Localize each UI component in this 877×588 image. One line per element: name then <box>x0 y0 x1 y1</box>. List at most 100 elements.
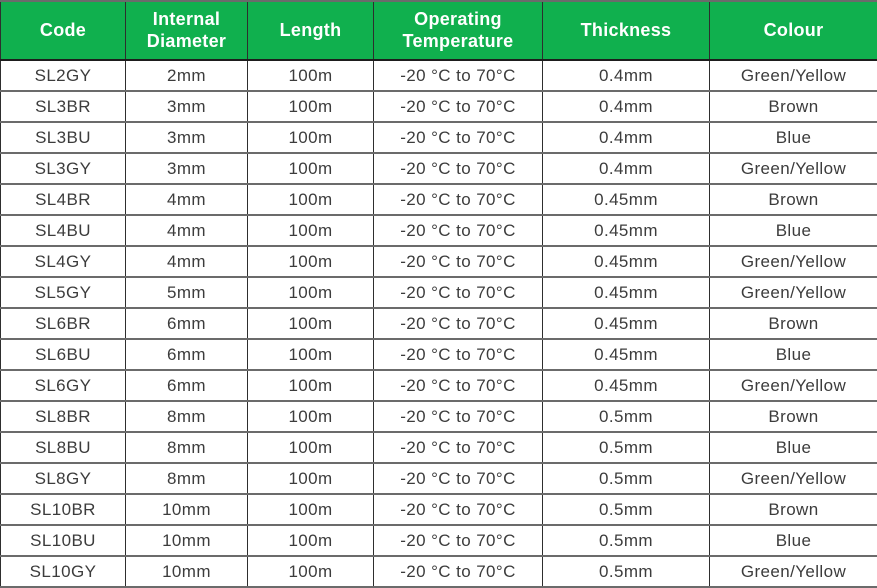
table-cell-operating-temperature: -20 °C to 70°C <box>374 184 543 215</box>
table-cell-thickness: 0.5mm <box>543 401 710 432</box>
table-cell-operating-temperature: -20 °C to 70°C <box>374 308 543 339</box>
table-cell-operating-temperature: -20 °C to 70°C <box>374 556 543 587</box>
table-cell-operating-temperature: -20 °C to 70°C <box>374 525 543 556</box>
table-cell-length: 100m <box>248 277 374 308</box>
table-cell-thickness: 0.45mm <box>543 215 710 246</box>
table-cell-code: SL10GY <box>1 556 126 587</box>
table-cell-internal-diameter: 4mm <box>126 215 248 246</box>
table-cell-thickness: 0.4mm <box>543 122 710 153</box>
table-cell-internal-diameter: 4mm <box>126 246 248 277</box>
table-cell-colour: Brown <box>710 91 877 122</box>
column-header-code: Code <box>1 1 126 60</box>
table-cell-internal-diameter: 10mm <box>126 556 248 587</box>
table-cell-length: 100m <box>248 463 374 494</box>
table-cell-colour: Brown <box>710 401 877 432</box>
table-cell-operating-temperature: -20 °C to 70°C <box>374 215 543 246</box>
column-header-operating-temperature: Operating Temperature <box>374 1 543 60</box>
table-cell-thickness: 0.5mm <box>543 525 710 556</box>
table-cell-thickness: 0.5mm <box>543 463 710 494</box>
table-cell-length: 100m <box>248 525 374 556</box>
table-cell-length: 100m <box>248 401 374 432</box>
table-cell-colour: Brown <box>710 184 877 215</box>
column-header-internal-diameter: Internal Diameter <box>126 1 248 60</box>
table-cell-operating-temperature: -20 °C to 70°C <box>374 401 543 432</box>
table-cell-thickness: 0.45mm <box>543 370 710 401</box>
table-cell-length: 100m <box>248 370 374 401</box>
table-cell-operating-temperature: -20 °C to 70°C <box>374 494 543 525</box>
table-cell-thickness: 0.45mm <box>543 339 710 370</box>
table-cell-colour: Green/Yellow <box>710 463 877 494</box>
table-cell-operating-temperature: -20 °C to 70°C <box>374 277 543 308</box>
table-cell-operating-temperature: -20 °C to 70°C <box>374 463 543 494</box>
table-cell-code: SL2GY <box>1 60 126 91</box>
table-cell-internal-diameter: 6mm <box>126 339 248 370</box>
table-cell-length: 100m <box>248 122 374 153</box>
table-cell-code: SL6BU <box>1 339 126 370</box>
table-cell-code: SL8BR <box>1 401 126 432</box>
table-cell-internal-diameter: 5mm <box>126 277 248 308</box>
table-cell-internal-diameter: 3mm <box>126 153 248 184</box>
table-cell-operating-temperature: -20 °C to 70°C <box>374 122 543 153</box>
table-cell-colour: Blue <box>710 525 877 556</box>
table-cell-code: SL3BU <box>1 122 126 153</box>
table-cell-colour: Green/Yellow <box>710 370 877 401</box>
table-cell-length: 100m <box>248 556 374 587</box>
table-cell-colour: Brown <box>710 308 877 339</box>
table-cell-length: 100m <box>248 494 374 525</box>
table-cell-code: SL4BU <box>1 215 126 246</box>
table-cell-code: SL4GY <box>1 246 126 277</box>
column-header-colour: Colour <box>710 1 877 60</box>
table-cell-length: 100m <box>248 153 374 184</box>
header-row: Code Internal Diameter Length Operating … <box>1 1 877 60</box>
table-cell-internal-diameter: 6mm <box>126 308 248 339</box>
table-cell-colour: Blue <box>710 432 877 463</box>
table-cell-code: SL5GY <box>1 277 126 308</box>
table-cell-internal-diameter: 4mm <box>126 184 248 215</box>
table-cell-thickness: 0.45mm <box>543 184 710 215</box>
table-cell-code: SL3GY <box>1 153 126 184</box>
table-cell-length: 100m <box>248 184 374 215</box>
table-cell-length: 100m <box>248 432 374 463</box>
table-cell-internal-diameter: 3mm <box>126 122 248 153</box>
column-header-thickness: Thickness <box>543 1 710 60</box>
table-cell-code: SL10BU <box>1 525 126 556</box>
table-cell-operating-temperature: -20 °C to 70°C <box>374 432 543 463</box>
table-cell-length: 100m <box>248 339 374 370</box>
column-header-length: Length <box>248 1 374 60</box>
table-cell-length: 100m <box>248 246 374 277</box>
table-cell-thickness: 0.5mm <box>543 556 710 587</box>
table-cell-internal-diameter: 2mm <box>126 60 248 91</box>
table-cell-internal-diameter: 8mm <box>126 432 248 463</box>
table-cell-colour: Brown <box>710 494 877 525</box>
table-cell-operating-temperature: -20 °C to 70°C <box>374 246 543 277</box>
table-cell-code: SL3BR <box>1 91 126 122</box>
table-cell-internal-diameter: 3mm <box>126 91 248 122</box>
table-cell-internal-diameter: 6mm <box>126 370 248 401</box>
table-cell-operating-temperature: -20 °C to 70°C <box>374 153 543 184</box>
table-cell-internal-diameter: 10mm <box>126 494 248 525</box>
table-cell-code: SL8BU <box>1 432 126 463</box>
table-cell-code: SL6GY <box>1 370 126 401</box>
table-cell-internal-diameter: 8mm <box>126 401 248 432</box>
table-cell-thickness: 0.45mm <box>543 246 710 277</box>
table-cell-code: SL8GY <box>1 463 126 494</box>
table-cell-length: 100m <box>248 60 374 91</box>
table-cell-thickness: 0.45mm <box>543 277 710 308</box>
